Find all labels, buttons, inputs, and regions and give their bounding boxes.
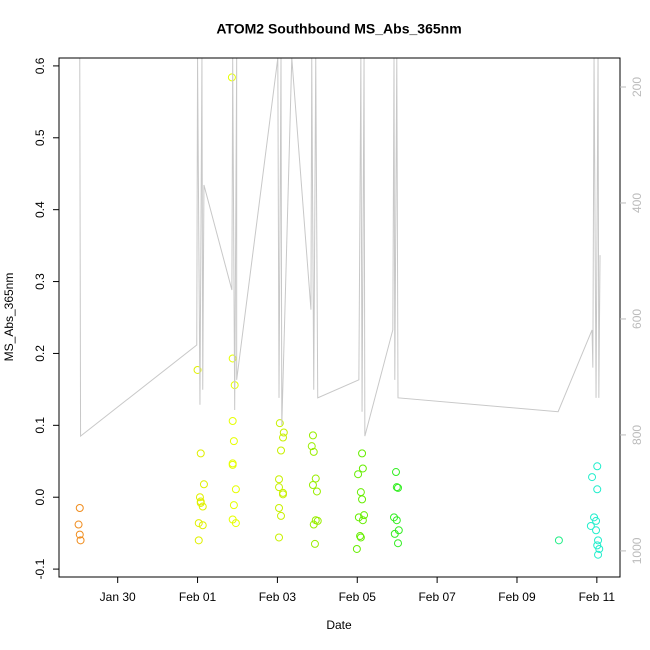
point — [275, 419, 284, 428]
point — [358, 449, 367, 458]
point — [194, 536, 203, 545]
point — [356, 533, 365, 542]
y-tick-label: 0.5 — [33, 129, 47, 146]
point — [75, 503, 84, 512]
point — [308, 431, 317, 440]
y-tick-label: 0.2 — [33, 345, 47, 362]
point — [354, 513, 363, 522]
point — [352, 544, 361, 553]
y-tick-label: -0.1 — [33, 558, 47, 579]
point — [360, 511, 369, 520]
point — [392, 483, 401, 492]
y2-tick-label: 200 — [630, 77, 644, 97]
point — [554, 536, 563, 545]
point — [309, 447, 318, 456]
point — [592, 526, 601, 535]
point — [193, 365, 202, 374]
x-tick-label: Feb 11 — [579, 590, 616, 604]
point — [279, 433, 288, 442]
point — [228, 417, 237, 426]
point — [594, 550, 603, 559]
y-axis-title: MS_Abs_365nm — [2, 273, 16, 362]
x-axis-title: Date — [326, 618, 352, 632]
x-tick-label: Feb 01 — [179, 590, 217, 604]
point — [275, 503, 284, 512]
point — [354, 470, 363, 479]
x-tick-label: Feb 03 — [259, 590, 297, 604]
point — [358, 495, 367, 504]
y-tick-label: 0.0 — [33, 489, 47, 506]
point — [231, 485, 240, 494]
plot-frame — [58, 57, 621, 578]
point — [277, 446, 286, 455]
y2-tick-label: 1000 — [630, 537, 644, 564]
point — [275, 533, 284, 542]
point — [196, 498, 205, 507]
point — [586, 521, 595, 530]
y-tick-label: 0.6 — [33, 57, 47, 74]
point — [593, 485, 602, 494]
x-tick-label: Feb 05 — [339, 590, 377, 604]
point — [229, 437, 238, 446]
point — [390, 513, 399, 522]
point — [279, 428, 288, 437]
point — [390, 529, 399, 538]
point — [277, 511, 286, 520]
x-tick-label: Feb 07 — [418, 590, 456, 604]
point — [391, 468, 400, 477]
plot-area — [74, 58, 604, 559]
point — [228, 460, 237, 469]
point — [227, 73, 236, 82]
point — [308, 480, 317, 489]
point — [199, 480, 208, 489]
point — [356, 532, 365, 541]
y2-tick-label: 600 — [630, 309, 644, 329]
point — [393, 483, 402, 492]
point — [313, 516, 322, 525]
y-tick-label: 0.3 — [33, 273, 47, 290]
point — [592, 516, 601, 525]
y-tick-label: 0.1 — [33, 417, 47, 434]
point — [231, 519, 240, 528]
point — [275, 483, 284, 492]
point — [593, 462, 602, 471]
point — [198, 521, 207, 530]
point — [594, 536, 603, 545]
x-tick-label: Feb 09 — [498, 590, 536, 604]
y-tick-label: 0.4 — [33, 201, 47, 218]
point — [588, 473, 597, 482]
chart-title: ATOM2 Southbound MS_Abs_365nm — [216, 21, 461, 37]
point — [76, 536, 85, 545]
point — [75, 530, 84, 539]
point — [392, 516, 401, 525]
point — [358, 464, 367, 473]
point — [311, 474, 320, 483]
point — [194, 519, 203, 528]
point — [310, 539, 319, 548]
point — [312, 487, 321, 496]
point — [307, 442, 316, 451]
point — [358, 516, 367, 525]
y2-tick-label: 800 — [630, 425, 644, 445]
point — [74, 520, 83, 529]
point — [196, 449, 205, 458]
point — [195, 493, 204, 502]
y2-tick-label: 400 — [630, 193, 644, 213]
point — [595, 544, 604, 553]
depth-line — [79, 58, 601, 438]
point — [275, 475, 284, 484]
point — [393, 539, 402, 548]
point — [229, 501, 238, 510]
x-tick-label: Jan 30 — [100, 590, 136, 604]
point — [279, 490, 288, 499]
